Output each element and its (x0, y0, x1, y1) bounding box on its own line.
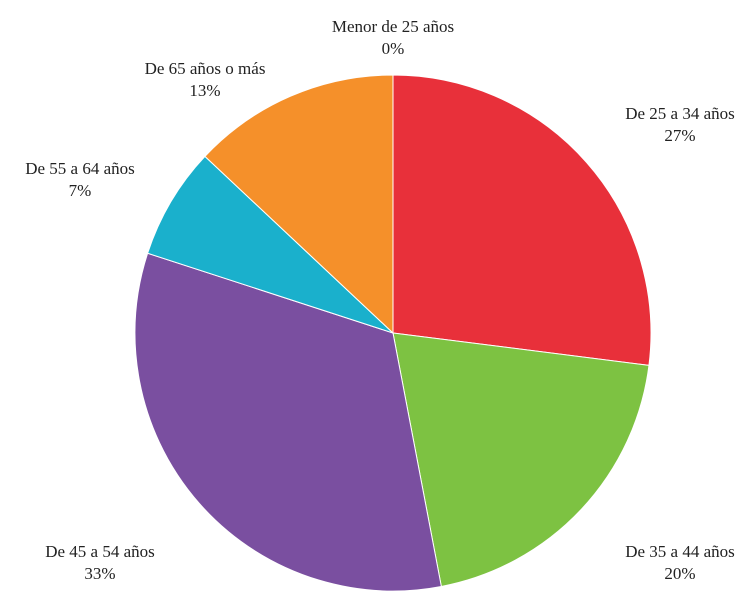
pie-slice (392, 332, 650, 588)
slice-value-label: 33% (84, 564, 115, 583)
slice-value-label: 0% (382, 39, 405, 58)
slice-value-label: 7% (69, 181, 92, 200)
pie-slice (204, 74, 394, 335)
slice-value-label: 20% (664, 564, 695, 583)
slice-label: De 45 a 54 años (45, 542, 155, 561)
slice-value-label: 13% (189, 81, 220, 100)
pie-slice (146, 155, 394, 334)
slice-label: De 55 a 64 años (25, 159, 135, 178)
slice-label: De 35 a 44 años (625, 542, 735, 561)
pie-slice (134, 252, 442, 592)
slice-label: Menor de 25 años (332, 17, 454, 36)
slice-value-label: 27% (664, 126, 695, 145)
slice-label: De 25 a 34 años (625, 104, 735, 123)
pie-slice (392, 74, 652, 366)
slice-label: De 65 años o más (145, 59, 266, 78)
